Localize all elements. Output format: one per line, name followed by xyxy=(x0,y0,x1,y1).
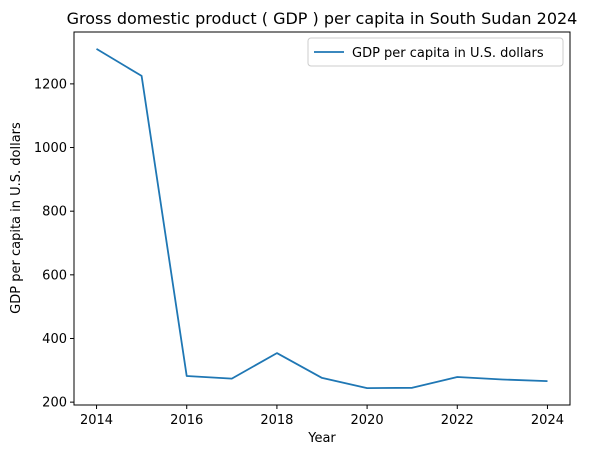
legend-label: GDP per capita in U.S. dollars xyxy=(352,46,544,61)
x-axis-label: Year xyxy=(307,431,336,446)
data-point xyxy=(140,74,143,77)
x-tick-label: 2024 xyxy=(531,413,564,428)
data-point xyxy=(366,387,369,390)
y-tick-label: 1200 xyxy=(34,77,67,92)
legend-box xyxy=(307,37,564,67)
x-tick-label: 2022 xyxy=(441,413,474,428)
data-point xyxy=(230,377,233,380)
chart-title: Gross domestic product ( GDP ) per capit… xyxy=(67,9,578,28)
data-point xyxy=(546,380,549,383)
x-tick-label: 2016 xyxy=(170,413,203,428)
data-point xyxy=(411,386,414,389)
data-point xyxy=(501,378,504,381)
series-layer xyxy=(95,47,549,390)
x-tick-label: 2014 xyxy=(80,413,113,428)
y-tick-label: 600 xyxy=(42,268,67,283)
data-point xyxy=(185,375,188,378)
data-point xyxy=(275,352,278,355)
y-axis: 200 400 600 800 1000 1200 xyxy=(34,77,74,411)
y-tick-label: 200 xyxy=(42,396,67,411)
legend: GDP per capita in U.S. dollars xyxy=(307,37,564,67)
x-tick-label: 2018 xyxy=(260,413,293,428)
y-axis-label: GDP per capita in U.S. dollars xyxy=(9,122,24,314)
data-point xyxy=(95,47,98,50)
x-tick-label: 2020 xyxy=(351,413,384,428)
x-axis: 2014 2016 2018 2020 2022 2024 xyxy=(80,405,564,428)
series-line xyxy=(96,48,548,390)
y-tick-label: 800 xyxy=(42,205,67,220)
y-tick-label: 1000 xyxy=(34,141,67,156)
data-point xyxy=(456,375,459,378)
plot-area-frame xyxy=(73,31,571,406)
data-point xyxy=(321,376,324,379)
y-tick-label: 400 xyxy=(42,332,67,347)
